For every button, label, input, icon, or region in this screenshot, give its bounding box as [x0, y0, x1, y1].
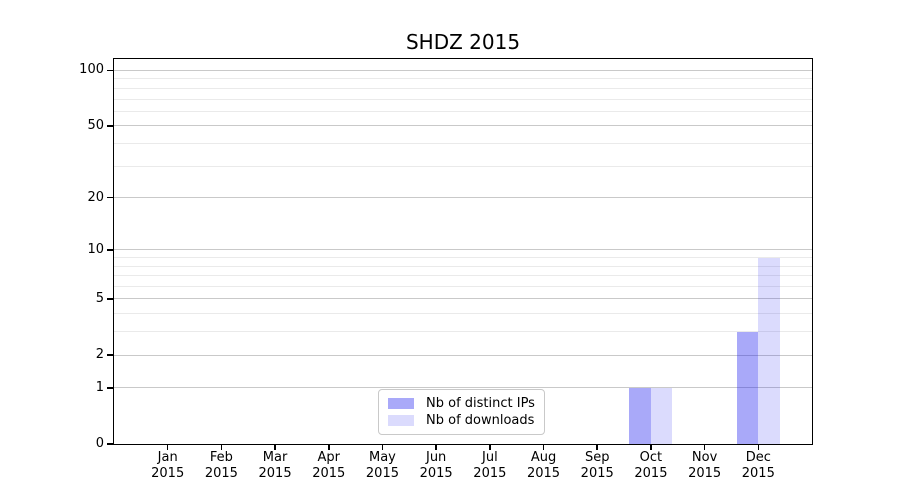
x-tick-label-feb: Feb 2015: [204, 450, 238, 481]
y-tick-2: [107, 354, 114, 356]
x-tick-sep: [596, 444, 598, 450]
x-tick-feb: [220, 444, 223, 450]
x-tick-label-dec: Dec 2015: [741, 450, 775, 481]
x-tick-label-jan: Jan 2015: [151, 450, 185, 481]
legend-label: Nb of distinct IPs: [426, 396, 535, 411]
y-tick-label-0: 0: [95, 436, 104, 451]
gridline-y-70: [114, 98, 812, 100]
x-tick-label-aug: Aug 2015: [526, 450, 561, 481]
y-tick-label-100: 100: [79, 62, 104, 78]
legend-label: Nb of downloads: [426, 413, 535, 428]
x-tick-oct: [650, 444, 652, 450]
y-tick-label-2: 2: [95, 347, 104, 363]
legend-items: Nb of distinct IPs Nb of downloads: [388, 395, 535, 429]
legend-swatch: [388, 398, 414, 409]
plot-area: [114, 59, 812, 444]
gridline-y-30: [114, 165, 812, 167]
chart-title: SHDZ 2015: [405, 30, 521, 54]
gridline-y-100: [114, 69, 812, 71]
x-tick-mar: [274, 444, 276, 450]
x-tick-jan: [166, 444, 169, 450]
bar-dec-distinct-ips: [736, 331, 759, 444]
x-tick-label-oct: Oct 2015: [634, 450, 668, 481]
legend-item: Nb of distinct IPs: [388, 395, 535, 412]
gridline-y-60: [114, 110, 812, 112]
legend-item: Nb of downloads: [388, 412, 535, 429]
y-tick-5: [107, 298, 114, 300]
gridline-y-50: [114, 125, 812, 127]
x-tick-may: [381, 444, 384, 450]
y-tick-1: [107, 387, 114, 389]
gridline-y-9: [114, 257, 812, 259]
x-tick-label-jun: Jun 2015: [419, 450, 453, 481]
x-tick-apr: [328, 444, 330, 450]
x-tick-label-jul: Jul 2015: [473, 450, 507, 481]
y-tick-label-10: 10: [87, 241, 104, 257]
y-tick-label-5: 5: [95, 290, 104, 306]
x-tick-aug: [542, 444, 545, 450]
x-tick-jul: [489, 444, 491, 450]
y-tick-100: [107, 69, 114, 72]
gridline-y-90: [114, 78, 812, 80]
gridline-y-5: [114, 298, 812, 300]
gridline-y-20: [114, 197, 812, 199]
gridline-y-4: [114, 313, 812, 315]
bar-oct-distinct-ips: [629, 387, 651, 444]
y-tick-50: [107, 125, 114, 127]
x-tick-label-nov: Nov 2015: [688, 450, 722, 481]
x-tick-label-sep: Sep 2015: [580, 450, 614, 481]
x-tick-jun: [435, 444, 437, 450]
gridline-y-40: [114, 142, 812, 144]
gridline-y-1: [114, 387, 812, 389]
y-tick-label-20: 20: [87, 189, 104, 205]
gridline-y-7: [114, 275, 812, 277]
x-tick-label-may: May 2015: [365, 450, 399, 481]
y-tick-10: [107, 249, 114, 251]
y-tick-20: [107, 196, 114, 199]
gridline-y-2: [114, 354, 812, 356]
legend-swatch: [388, 415, 414, 426]
bar-oct-downloads: [650, 387, 673, 444]
x-tick-label-apr: Apr 2015: [312, 450, 346, 481]
x-tick-dec: [757, 444, 760, 450]
y-tick-0: [107, 443, 114, 445]
bar-dec-downloads: [758, 257, 780, 444]
gridline-y-6: [114, 286, 812, 287]
gridline-y-8: [114, 265, 812, 267]
x-tick-label-mar: Mar 2015: [258, 450, 292, 481]
y-tick-label-50: 50: [87, 117, 104, 133]
y-tick-label-1: 1: [95, 379, 104, 395]
gridline-y-3: [114, 331, 812, 333]
x-tick-nov: [703, 444, 706, 450]
legend: Nb of distinct IPs Nb of downloads: [378, 389, 545, 435]
gridline-y-10: [114, 249, 812, 251]
gridline-y-80: [114, 87, 812, 89]
